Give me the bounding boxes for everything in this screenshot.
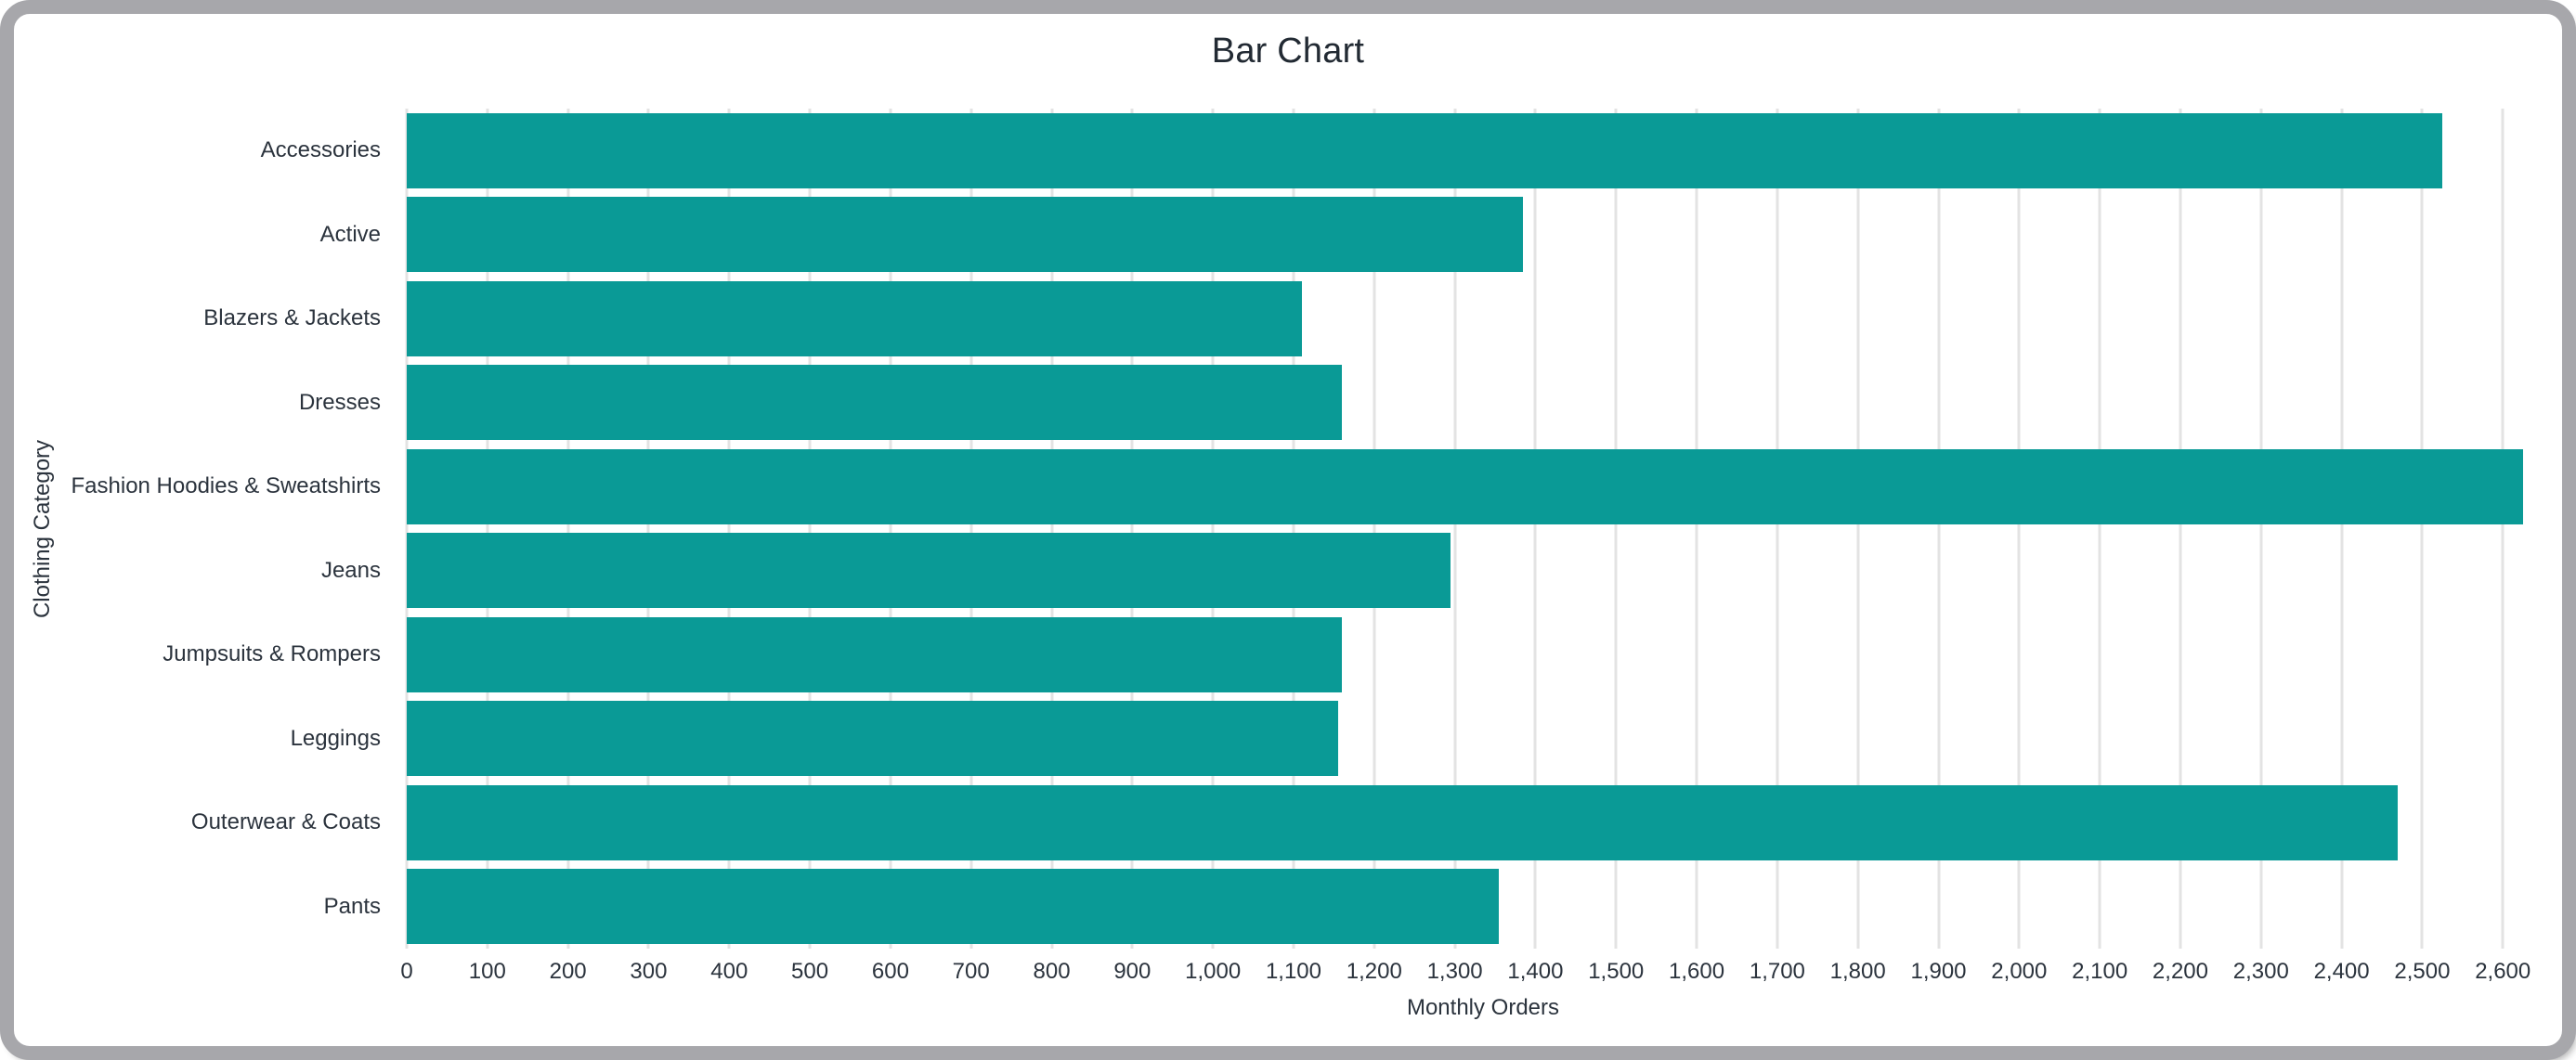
x-tick-label: 0 [400,959,413,984]
gridline [1292,109,1295,949]
y-category-label-jumpsuits-rompers: Jumpsuits & Rompers [163,641,381,667]
x-tick-label: 2,400 [2313,959,2370,984]
gridline [2017,109,2021,949]
x-tick-label: 1,200 [1346,959,1402,984]
x-tick-label: 1,000 [1185,959,1242,984]
x-tick-label: 900 [1113,959,1151,984]
gridline [1776,109,1779,949]
y-category-label-outerwear-coats: Outerwear & Coats [190,809,381,835]
x-axis-title: Monthly Orders [1406,995,1560,1020]
x-tick-label: 1,100 [1265,959,1321,984]
gridline [405,109,409,949]
gridline [566,109,570,949]
x-tick-label: 100 [468,959,506,984]
x-tick-label: 1,300 [1426,959,1483,984]
gridline [2420,109,2424,949]
x-tick-label: 400 [710,959,748,984]
bar-outerwear-coats[interactable] [407,784,2399,860]
y-category-label-dresses: Dresses [298,389,381,415]
x-tick-label: 2,000 [1991,959,2048,984]
chart-title: Bar Chart [1211,32,1365,71]
bar-active[interactable] [407,197,1524,273]
gridline [969,109,973,949]
gridline [1211,109,1215,949]
y-axis-title: Clothing Category [30,439,55,618]
gridline [1856,109,1860,949]
x-tick-label: 2,500 [2394,959,2451,984]
plot-area [405,109,2559,949]
x-tick-label: 300 [630,959,668,984]
gridline [486,109,489,949]
gridline [808,109,812,949]
gridline [2259,109,2263,949]
gridline [1533,109,1537,949]
x-tick-label: 1,800 [1829,959,1886,984]
gridline [1614,109,1618,949]
y-category-label-jeans: Jeans [320,557,381,583]
y-category-label-fashion-hoodies-sweatshirts: Fashion Hoodies & Sweatshirts [71,473,382,499]
x-tick-label: 200 [549,959,587,984]
x-tick-label: 1,900 [1910,959,1967,984]
gridline [1373,109,1376,949]
gridline [646,109,650,949]
x-tick-label: 1,700 [1749,959,1805,984]
gridline [2179,109,2182,949]
gridline [1050,109,1054,949]
bar-blazers-jackets[interactable] [407,280,1302,356]
y-category-label-blazers-jackets: Blazers & Jackets [203,305,381,331]
gridline [1695,109,1698,949]
x-tick-label: 2,100 [2072,959,2128,984]
bar-leggings[interactable] [407,701,1338,777]
gridline [889,109,892,949]
x-tick-label: 2,200 [2152,959,2208,984]
bar-dresses[interactable] [407,365,1343,441]
bar-jeans[interactable] [407,533,1451,609]
x-tick-label: 2,600 [2475,959,2531,984]
gridline [1937,109,1940,949]
bar-accessories[interactable] [407,112,2443,188]
x-tick-label: 1,500 [1588,959,1645,984]
gridline [1130,109,1134,949]
gridline [2098,109,2101,949]
y-category-label-active: Active [319,221,381,247]
gridline [1453,109,1457,949]
x-tick-label: 600 [871,959,909,984]
x-tick-label: 1,600 [1669,959,1725,984]
x-tick-label: 700 [952,959,990,984]
x-tick-label: 500 [791,959,829,984]
bar-fashion-hoodies-sweatshirts[interactable] [407,448,2523,524]
gridline [2501,109,2504,949]
y-category-label-leggings: Leggings [290,725,381,751]
y-category-label-pants: Pants [323,893,381,919]
bar-pants[interactable] [407,869,1500,945]
y-category-label-accessories: Accessories [260,137,381,163]
gridline [727,109,731,949]
x-tick-label: 1,400 [1507,959,1564,984]
x-tick-label: 2,300 [2232,959,2289,984]
gridline [2340,109,2344,949]
x-tick-label: 800 [1033,959,1071,984]
bar-jumpsuits-rompers[interactable] [407,616,1343,692]
